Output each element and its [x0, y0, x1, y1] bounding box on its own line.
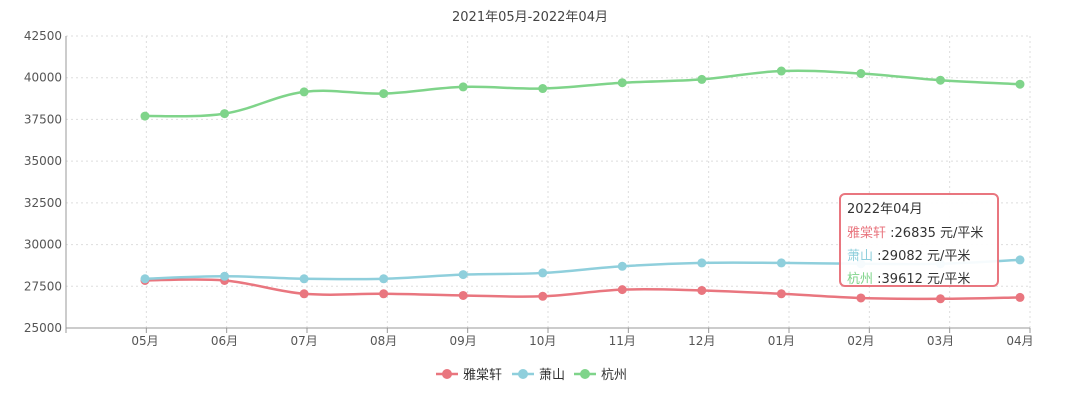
series-line: [144, 278, 1021, 301]
data-point[interactable]: [1015, 292, 1025, 302]
data-point[interactable]: [935, 294, 945, 304]
x-tick-label: 05月: [131, 334, 158, 348]
data-point[interactable]: [856, 293, 866, 303]
legend-swatch-dot: [580, 369, 590, 379]
tooltip-unit: 元/平米: [936, 226, 984, 241]
data-point[interactable]: [299, 274, 309, 284]
data-point[interactable]: [458, 270, 468, 280]
data-point[interactable]: [935, 75, 945, 85]
data-point[interactable]: [538, 268, 548, 278]
legend-label: 杭州: [601, 368, 627, 383]
tooltip-row: 雅棠轩 :26835 元/平米: [847, 226, 983, 241]
data-point[interactable]: [856, 69, 866, 79]
series-1: [140, 275, 1025, 304]
x-tick-label: 04月: [1006, 334, 1033, 348]
tooltip-series-name: 萧山: [847, 249, 873, 264]
data-point[interactable]: [379, 89, 389, 99]
data-point[interactable]: [140, 274, 150, 284]
series-line: [144, 69, 1021, 118]
data-point[interactable]: [617, 78, 627, 88]
legend-swatch-dot: [442, 369, 452, 379]
data-point[interactable]: [697, 285, 707, 295]
data-point[interactable]: [458, 290, 468, 300]
legend-item-3[interactable]: 杭州: [574, 368, 627, 383]
y-tick-label: 40000: [24, 71, 62, 85]
data-point[interactable]: [299, 289, 309, 299]
x-tick-label: 07月: [290, 334, 317, 348]
legend-swatch-dot: [518, 369, 528, 379]
y-tick-label: 25000: [24, 321, 62, 335]
y-tick-label: 32500: [24, 196, 62, 210]
tooltip-box: [839, 193, 999, 287]
tooltip-row: 杭州 :39612 元/平米: [847, 272, 970, 287]
x-tick-label: 12月: [688, 334, 715, 348]
chart-title: 2021年05月-2022年04月: [452, 10, 608, 25]
tooltip-value: :26835: [886, 226, 936, 241]
data-point[interactable]: [617, 261, 627, 271]
axes: 25000 27500 30000 32500 35000 37500 40000 42500…: [24, 29, 1034, 348]
tooltip-value: :39612: [873, 272, 923, 287]
data-point[interactable]: [776, 66, 786, 76]
data-point[interactable]: [299, 87, 309, 97]
y-tick-label: 37500: [24, 112, 62, 126]
tooltip-value: :29082: [873, 249, 923, 264]
tooltip-row: 萧山 :29082 元/平米: [847, 249, 970, 264]
legend-label: 萧山: [539, 368, 565, 383]
x-tick-label: 11月: [609, 334, 636, 348]
x-tick-label: 10月: [529, 334, 556, 348]
x-tick-label: 08月: [370, 334, 397, 348]
y-tick-label: 27500: [24, 279, 62, 293]
data-point[interactable]: [538, 84, 548, 94]
tooltip-series-name: 雅棠轩: [847, 226, 886, 241]
legend-label: 雅棠轩: [463, 368, 502, 383]
data-point[interactable]: [1015, 255, 1025, 265]
tooltip-unit: 元/平米: [923, 249, 971, 264]
data-point[interactable]: [220, 109, 230, 119]
x-tick-label: 02月: [847, 334, 874, 348]
legend-item-2[interactable]: 萧山: [512, 368, 565, 383]
x-tick-label: 06月: [211, 334, 238, 348]
data-point[interactable]: [538, 291, 548, 301]
tooltip-series-name: 杭州: [847, 272, 873, 287]
data-point[interactable]: [220, 271, 230, 281]
x-tick-label: 03月: [927, 334, 954, 348]
series-3: [140, 66, 1025, 121]
data-point[interactable]: [697, 74, 707, 84]
data-point[interactable]: [776, 258, 786, 268]
grid: [66, 35, 1031, 328]
data-point[interactable]: [379, 274, 389, 284]
data-point[interactable]: [617, 285, 627, 295]
x-tick-label: 09月: [450, 334, 477, 348]
data-point[interactable]: [140, 111, 150, 121]
data-point[interactable]: [697, 258, 707, 268]
legend-item-1[interactable]: 雅棠轩: [436, 368, 502, 383]
y-tick-label: 35000: [24, 154, 62, 168]
tooltip-unit: 元/平米: [923, 272, 971, 287]
y-tick-label: 30000: [24, 238, 62, 252]
data-point[interactable]: [458, 82, 468, 92]
data-point[interactable]: [776, 289, 786, 299]
legend: 雅棠轩 萧山 杭州: [436, 368, 627, 383]
data-point[interactable]: [1015, 79, 1025, 89]
x-tick-label: 01月: [768, 334, 795, 348]
data-point[interactable]: [379, 289, 389, 299]
tooltip-title: 2022年04月: [847, 202, 923, 217]
y-tick-label: 42500: [24, 29, 62, 43]
